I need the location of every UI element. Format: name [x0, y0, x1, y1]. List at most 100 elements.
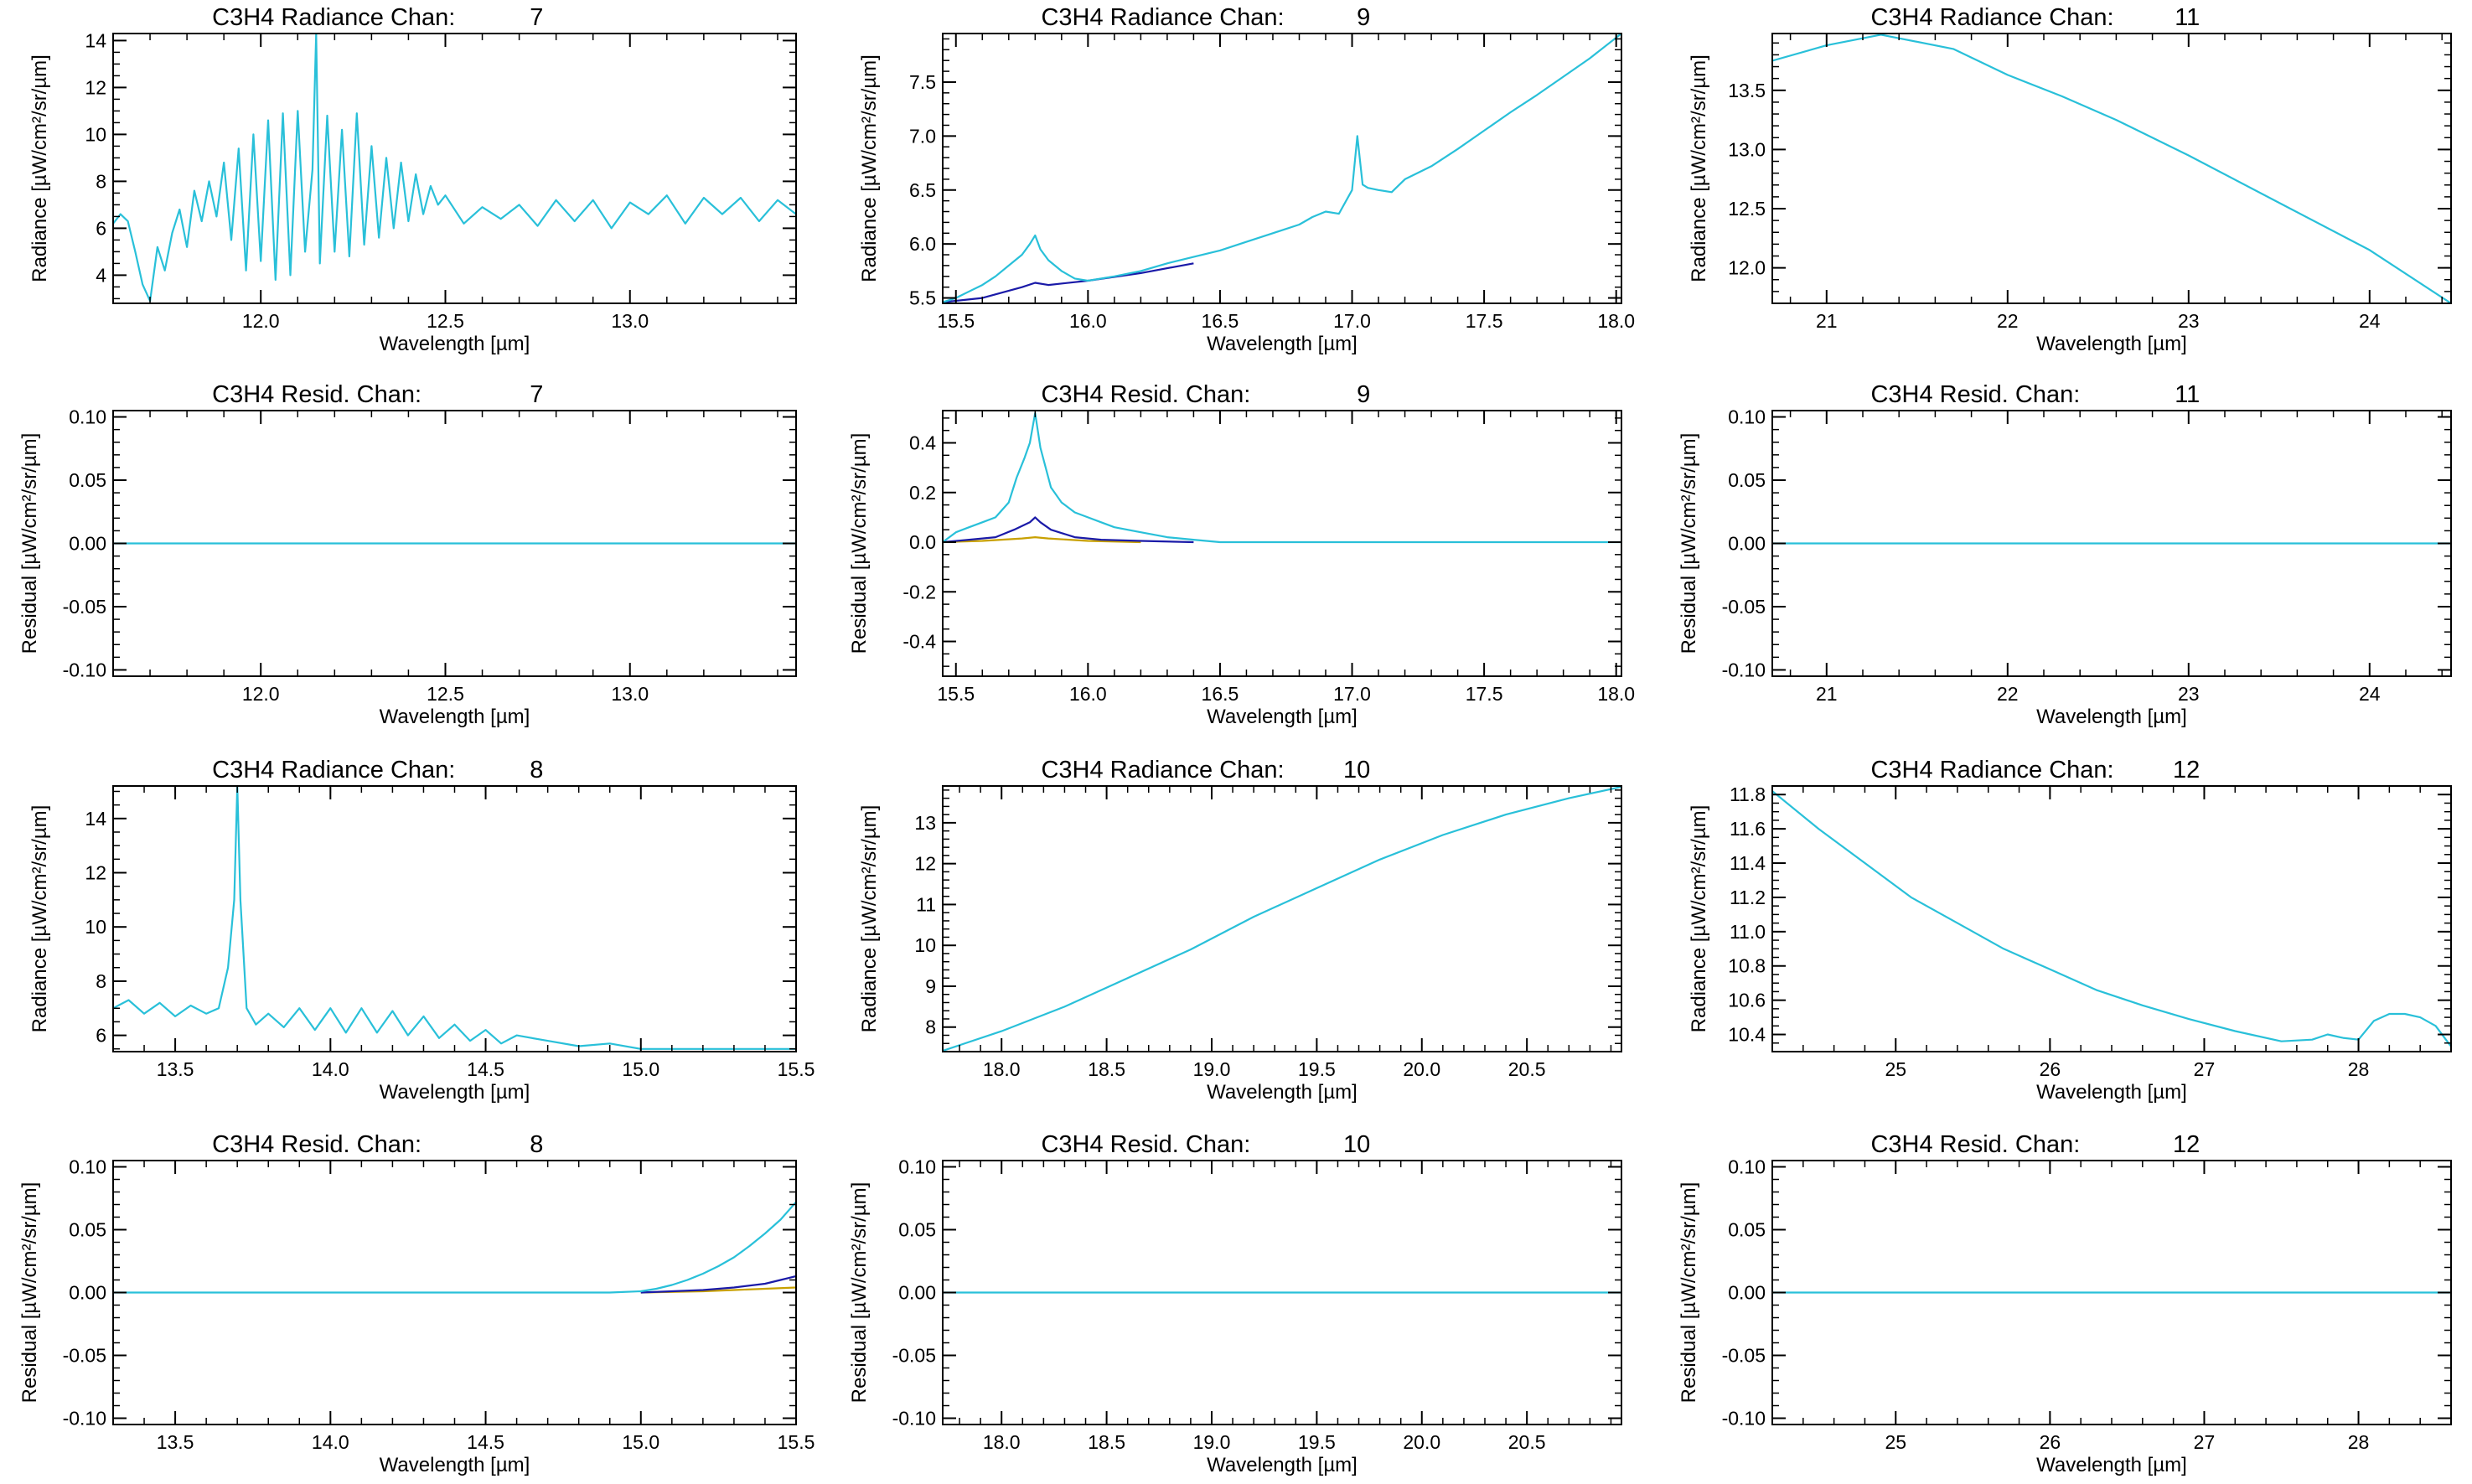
y-tick-label: 8 — [96, 970, 106, 992]
y-tick-label: 10 — [914, 934, 936, 956]
x-axis-label: Wavelength [µm] — [2036, 1454, 2187, 1476]
y-axis-label: Radiance [µW/cm²/sr/µm] — [1688, 805, 1710, 1033]
y-tick-label: 0.10 — [1728, 406, 1766, 428]
y-tick-label: 0.05 — [1728, 469, 1766, 491]
y-tick-label: 12.5 — [1728, 198, 1766, 220]
y-tick-label: 0.00 — [898, 1282, 936, 1304]
x-tick-label: 24 — [2359, 683, 2381, 705]
x-axis-label: Wavelength [µm] — [2036, 1081, 2187, 1104]
x-tick-label: 23 — [2178, 683, 2200, 705]
x-tick-label: 20.0 — [1403, 1058, 1440, 1080]
y-tick-label: 0.2 — [909, 482, 936, 504]
x-tick-label: 13.0 — [611, 310, 649, 332]
x-tick-label: 14.5 — [467, 1058, 504, 1080]
panel-title: C3H4 Radiance Chan: — [1870, 4, 2113, 31]
x-tick-label: 27 — [2194, 1058, 2216, 1080]
panel-title: C3H4 Resid. Chan: — [1041, 381, 1250, 408]
y-tick-label: -0.10 — [1722, 659, 1766, 680]
x-tick-label: 12.5 — [427, 683, 464, 705]
y-tick-label: 8 — [925, 1016, 936, 1038]
y-tick-label: 0.00 — [1728, 1282, 1766, 1304]
x-tick-label: 17.5 — [1466, 683, 1503, 705]
x-tick-label: 20.0 — [1403, 1431, 1440, 1453]
x-tick-label: 26 — [2040, 1058, 2061, 1080]
y-tick-label: 10 — [85, 123, 106, 145]
y-tick-label: 11.4 — [1730, 852, 1766, 874]
x-axis-label: Wavelength [µm] — [1207, 1081, 1358, 1104]
series-line-1 — [943, 535, 1141, 544]
x-tick-label: 18.0 — [983, 1431, 1021, 1453]
panel-5: C3H4 Resid. Chan: 9 15.5 16.0 16.5 17.0 17.5 18… — [848, 381, 1635, 728]
channel-number: 8 — [530, 1131, 543, 1158]
x-tick-label: 16.0 — [1069, 310, 1107, 332]
y-tick-label: -0.05 — [63, 1345, 106, 1367]
x-tick-label: 16.5 — [1202, 310, 1239, 332]
channel-number: 12 — [2173, 757, 2200, 783]
panel-9: C3H4 Radiance Chan: 12 25 26 27 28 10.4 10.6 10.… — [1688, 757, 2452, 1104]
y-axis-label: Radiance [µW/cm²/sr/µm] — [858, 54, 881, 282]
y-tick-label: 4 — [96, 264, 106, 286]
x-tick-label: 18.0 — [983, 1058, 1021, 1080]
series-line-1 — [943, 786, 1621, 1052]
panel-title: C3H4 Radiance Chan: — [212, 757, 455, 783]
y-tick-label: -0.4 — [902, 631, 936, 653]
y-tick-label: 10.8 — [1728, 955, 1766, 977]
x-tick-label: 28 — [2348, 1431, 2370, 1453]
channel-number: 7 — [530, 381, 543, 408]
x-tick-label: 19.0 — [1193, 1058, 1231, 1080]
y-axis-label: Radiance [µW/cm²/sr/µm] — [1688, 54, 1710, 282]
x-tick-label: 19.0 — [1193, 1431, 1231, 1453]
x-tick-label: 15.0 — [622, 1058, 659, 1080]
plot-frame — [112, 33, 797, 304]
y-tick-label: 10 — [85, 916, 106, 938]
y-tick-label: 0.4 — [909, 432, 936, 454]
y-tick-label: -0.05 — [1722, 1345, 1766, 1367]
y-tick-label: -0.10 — [892, 1408, 936, 1430]
x-tick-label: 21 — [1816, 310, 1838, 332]
y-tick-label: 0.05 — [898, 1219, 936, 1241]
y-tick-label: 0.10 — [1728, 1156, 1766, 1178]
panel-10: C3H4 Resid. Chan: 8 13.5 14.0 14.5 15.0 15.5 -0… — [18, 1131, 815, 1476]
series-line-1 — [943, 262, 1194, 303]
panel-12: C3H4 Resid. Chan: 12 25 26 27 28 -0.10 -0.05 0.0… — [1678, 1131, 2452, 1476]
x-tick-label: 12.0 — [242, 683, 280, 705]
panel-11: C3H4 Resid. Chan: 10 18.0 18.5 19.0 19.5 20.0 2… — [848, 1131, 1622, 1476]
y-tick-label: 10.4 — [1728, 1024, 1766, 1046]
y-tick-label: 6.0 — [909, 233, 936, 255]
series-line-3 — [943, 411, 1621, 544]
x-axis-label: Wavelength [µm] — [1207, 706, 1358, 728]
panel-title: C3H4 Radiance Chan: — [1870, 757, 2113, 783]
series-line-1 — [1772, 34, 2451, 303]
x-tick-label: 16.0 — [1069, 683, 1107, 705]
y-tick-label: -0.2 — [902, 581, 936, 602]
x-tick-label: 13.5 — [157, 1431, 194, 1453]
x-axis-label: Wavelength [µm] — [380, 333, 530, 355]
x-tick-label: 25 — [1885, 1058, 1906, 1080]
x-tick-label: 22 — [1997, 683, 2019, 705]
y-tick-label: 6 — [96, 1025, 106, 1047]
panel-3: C3H4 Radiance Chan: 11 21 22 23 24 12.0 12.5 13.… — [1688, 4, 2452, 355]
y-tick-label: 11 — [916, 893, 936, 915]
y-tick-label: 0.00 — [69, 533, 106, 555]
panel-title: C3H4 Radiance Chan: — [1041, 757, 1284, 783]
x-tick-label: 21 — [1816, 683, 1838, 705]
x-tick-label: 15.5 — [937, 310, 975, 332]
y-axis-label: Residual [µW/cm²/sr/µm] — [848, 1182, 871, 1404]
y-tick-label: 0.05 — [69, 469, 106, 491]
channel-number: 10 — [1343, 757, 1370, 783]
series-line-2 — [943, 516, 1194, 544]
y-tick-label: 12 — [85, 76, 106, 98]
panel-title: C3H4 Resid. Chan: — [1870, 381, 2080, 408]
y-tick-label: -0.10 — [1722, 1408, 1766, 1430]
y-tick-label: 0.10 — [69, 406, 106, 428]
panel-title: C3H4 Radiance Chan: — [1041, 4, 1284, 31]
x-tick-label: 17.0 — [1333, 683, 1371, 705]
y-tick-label: 0.00 — [1728, 533, 1766, 555]
x-tick-label: 20.5 — [1508, 1058, 1546, 1080]
x-tick-label: 14.0 — [312, 1058, 349, 1080]
y-tick-label: 0.10 — [898, 1156, 936, 1178]
x-tick-label: 25 — [1885, 1431, 1906, 1453]
y-tick-label: -0.05 — [63, 596, 106, 618]
x-tick-label: 13.0 — [611, 683, 649, 705]
